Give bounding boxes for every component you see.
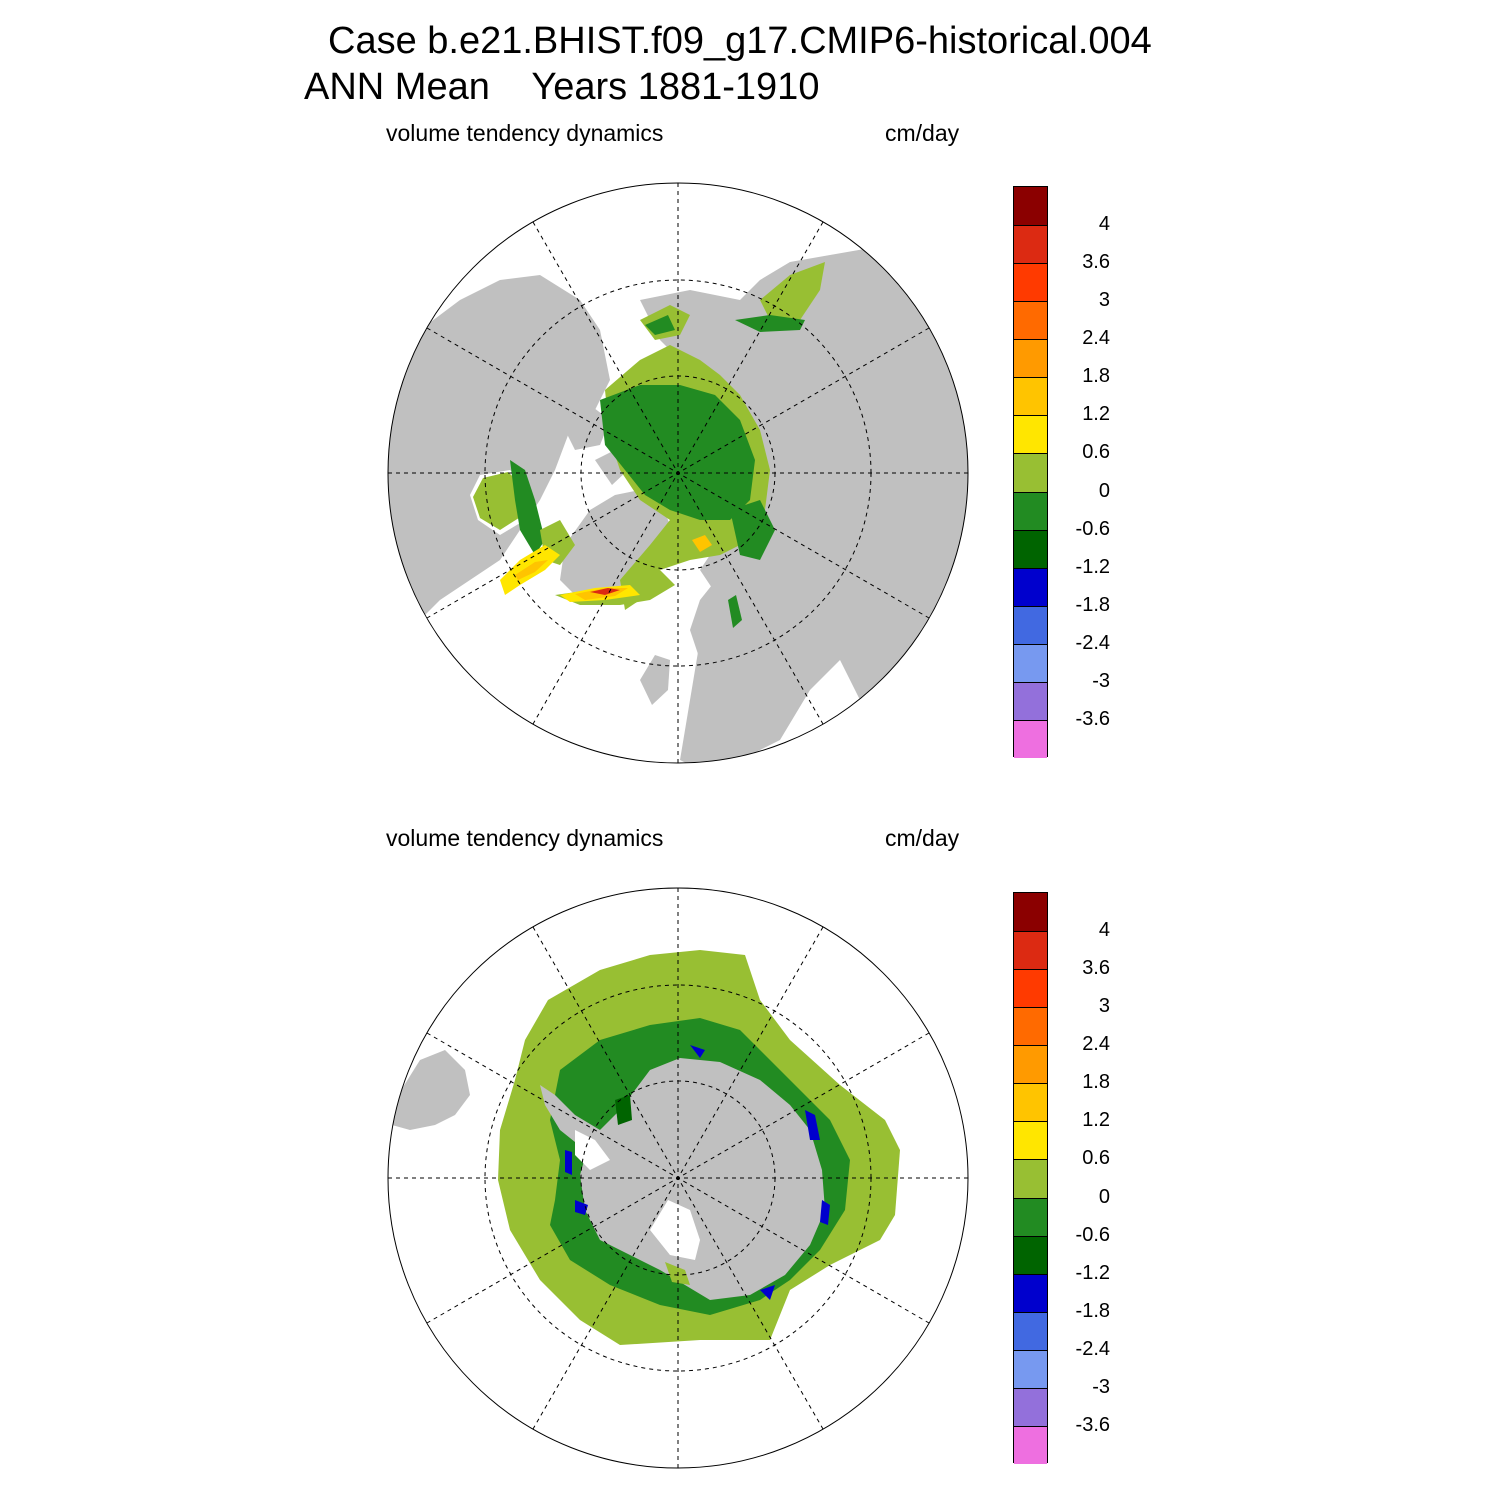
colorbar-swatch — [1014, 1349, 1047, 1388]
antarctica-land — [580, 1058, 825, 1300]
colorbar-tick-label: -1.8 — [1075, 593, 1110, 616]
colorbar-swatch — [1014, 1083, 1047, 1122]
colorbar-tick-label: 3.6 — [1082, 251, 1110, 274]
south-panel-units-label: cm/day — [885, 825, 960, 851]
south-colorbar-labels: 4 3.6 3 2.4 1.8 1.2 0.6 0 -0.6 -1.2 -1.8 -2.4 -3 -3.6 — [1050, 892, 1110, 1463]
title-line-2: ANN Mean Years 1881-1910 — [304, 66, 820, 108]
colorbar-tick-label: 1.2 — [1082, 403, 1110, 426]
colorbar-swatch — [1014, 415, 1047, 454]
north-panel-units-label: cm/day — [885, 120, 960, 146]
colorbar-tick-label: 4 — [1098, 213, 1110, 236]
colorbar-swatch — [1014, 491, 1047, 530]
colorbar-tick-label: -0.6 — [1075, 517, 1110, 540]
colorbar-swatch — [1014, 719, 1047, 758]
colorbar-swatch — [1014, 529, 1047, 568]
colorbar-tick-label: 1.2 — [1082, 1109, 1110, 1132]
colorbar-swatch — [1014, 643, 1047, 682]
south-polar-map — [388, 888, 968, 1468]
colorbar-tick-label: 3 — [1098, 995, 1110, 1018]
colorbar-swatch — [1014, 931, 1047, 970]
south-america-land — [392, 1050, 470, 1130]
colorbar-tick-label: -2.4 — [1075, 631, 1110, 654]
colorbar-swatch — [1014, 1235, 1047, 1274]
british-isles-land — [640, 655, 670, 705]
north-panel-variable-label: volume tendency dynamics — [386, 120, 664, 146]
colorbar-swatch — [1014, 567, 1047, 606]
colorbar-tick-label: -1.2 — [1075, 1261, 1110, 1284]
colorbar-tick-label: -0.6 — [1075, 1223, 1110, 1246]
colorbar-tick-label: 1.8 — [1082, 1071, 1110, 1094]
colorbar-tick-label: -1.8 — [1075, 1299, 1110, 1322]
colorbar-swatch — [1014, 453, 1047, 492]
colorbar-swatch — [1014, 339, 1047, 378]
south-colorbar — [1013, 892, 1048, 1464]
colorbar-tick-label: 4 — [1098, 919, 1110, 942]
colorbar-swatch — [1014, 263, 1047, 302]
colorbar-tick-label: 0.6 — [1082, 441, 1110, 464]
okhotsk-ice — [760, 262, 825, 330]
colorbar-swatch — [1014, 377, 1047, 416]
colorbar-tick-label: 2.4 — [1082, 327, 1110, 350]
colorbar-tick-label: 0 — [1098, 479, 1110, 502]
colorbar-tick-label: 1.8 — [1082, 365, 1110, 388]
colorbar-swatch — [1014, 1425, 1047, 1464]
north-polar-map — [388, 183, 968, 763]
arctic-ice-green — [600, 385, 755, 520]
colorbar-swatch — [1014, 1311, 1047, 1350]
south-panel-variable-label: volume tendency dynamics — [386, 825, 664, 851]
north-colorbar — [1013, 186, 1048, 758]
colorbar-tick-label: 2.4 — [1082, 1033, 1110, 1056]
colorbar-swatch — [1014, 681, 1047, 720]
colorbar-swatch — [1014, 1387, 1047, 1426]
colorbar-tick-label: -2.4 — [1075, 1337, 1110, 1360]
colorbar-swatch — [1014, 1197, 1047, 1236]
colorbar-tick-label: -3.6 — [1075, 707, 1110, 730]
title-line-1: Case b.e21.BHIST.f09_g17.CMIP6-historica… — [328, 20, 1152, 62]
colorbar-swatch — [1014, 1045, 1047, 1084]
colorbar-tick-label: -3 — [1092, 669, 1110, 692]
colorbar-tick-label: -1.2 — [1075, 555, 1110, 578]
north-colorbar-labels: 4 3.6 3 2.4 1.8 1.2 0.6 0 -0.6 -1.2 -1.8 -2.4 -3 -3.6 — [1050, 186, 1110, 757]
colorbar-tick-label: 0.6 — [1082, 1147, 1110, 1170]
scandinavia-land — [690, 575, 760, 660]
north-america-land — [388, 275, 610, 620]
colorbar-swatch — [1014, 1273, 1047, 1312]
colorbar-tick-label: 3.6 — [1082, 957, 1110, 980]
colorbar-swatch — [1014, 893, 1047, 932]
baffin-ice — [510, 460, 545, 555]
ross-ice-shelf — [650, 1200, 700, 1260]
colorbar-swatch — [1014, 187, 1047, 226]
colorbar-tick-label: 0 — [1098, 1185, 1110, 1208]
colorbar-swatch — [1014, 225, 1047, 264]
colorbar-swatch — [1014, 301, 1047, 340]
colorbar-swatch — [1014, 1007, 1047, 1046]
colorbar-swatch — [1014, 1159, 1047, 1198]
colorbar-swatch — [1014, 969, 1047, 1008]
colorbar-tick-label: -3.6 — [1075, 1413, 1110, 1436]
colorbar-tick-label: -3 — [1092, 1375, 1110, 1398]
colorbar-swatch — [1014, 605, 1047, 644]
antarctic-peninsula-land — [540, 1085, 615, 1150]
colorbar-tick-label: 3 — [1098, 289, 1110, 312]
colorbar-swatch — [1014, 1121, 1047, 1160]
